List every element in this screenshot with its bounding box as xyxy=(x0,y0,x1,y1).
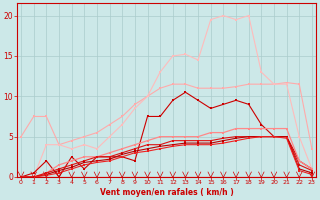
X-axis label: Vent moyen/en rafales ( km/h ): Vent moyen/en rafales ( km/h ) xyxy=(100,188,233,197)
